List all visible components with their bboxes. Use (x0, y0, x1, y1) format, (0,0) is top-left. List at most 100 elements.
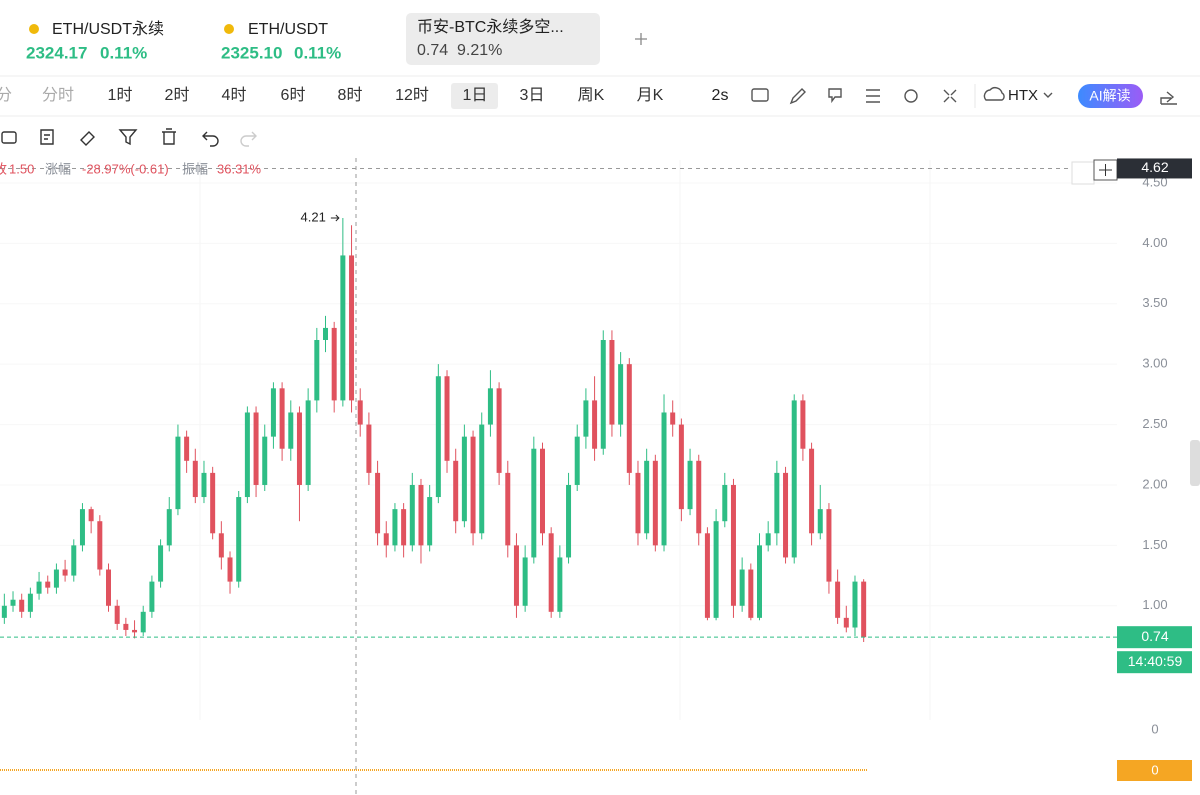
candle-body (375, 472, 381, 534)
candle-body (62, 569, 68, 576)
candle-body (722, 484, 728, 522)
candle-body (531, 448, 537, 558)
candle-body (114, 605, 120, 624)
timeframe[interactable]: 8时 (338, 86, 363, 104)
candle-body (566, 484, 572, 558)
note-icon[interactable] (828, 88, 842, 104)
tab[interactable]: ETH/USDT永续 2324.17 0.11% (26, 20, 164, 62)
delete-icon[interactable] (162, 128, 176, 145)
candle-body (427, 497, 433, 546)
candle-body (192, 460, 198, 498)
drawing-tools (1, 128, 257, 147)
timeframe[interactable]: 2时 (165, 86, 190, 104)
candle-body (496, 388, 502, 473)
refresh-rate[interactable]: 2s (712, 87, 729, 104)
tab-name: 币安-BTC永续多空... (417, 18, 564, 36)
filter-icon[interactable] (118, 129, 138, 146)
candle-body (106, 569, 111, 606)
candle-body (444, 376, 450, 461)
crosshair-price-box (1117, 158, 1192, 179)
timeframe[interactable]: 12时 (395, 86, 429, 104)
timeframe[interactable]: 6时 (281, 86, 306, 104)
toolbar-icons (751, 84, 1177, 108)
list-icon[interactable] (866, 89, 880, 103)
side-handle[interactable] (1190, 440, 1200, 486)
ai-button[interactable] (1078, 84, 1143, 108)
candle-body (253, 412, 259, 485)
candle-body (45, 581, 51, 588)
settings-icon[interactable] (904, 89, 918, 103)
candle-body (592, 400, 598, 449)
high-arrow (330, 214, 340, 222)
candle-body (149, 581, 155, 612)
timeframe-bar: 分 分时 1时 2时 4时 6时 8时 12时 1日 3日 周K 月K (0, 83, 664, 109)
candle-body (288, 412, 294, 449)
candle-body (652, 460, 658, 546)
tab[interactable]: ETH/USDT 2325.10 0.11% (221, 21, 341, 62)
edit-icon[interactable] (40, 129, 54, 145)
candle-body (609, 340, 615, 425)
candle-body (800, 400, 806, 449)
candle-body (366, 424, 372, 473)
timeframe[interactable]: 3日 (520, 87, 545, 104)
candle-body (696, 460, 702, 534)
fullscreen-icon[interactable] (943, 89, 957, 103)
candle-body (1, 605, 7, 618)
candle-body (791, 400, 797, 558)
tab-active[interactable]: 币安-BTC永续多空... 0.74 9.21% (406, 13, 600, 65)
candle-body (218, 533, 224, 558)
countdown-box (1117, 651, 1192, 674)
plus-icon (1099, 164, 1112, 176)
candle-body (262, 436, 268, 485)
camera-icon[interactable] (751, 88, 769, 102)
candle-body (513, 545, 519, 606)
redo-icon[interactable] (240, 131, 257, 147)
last-price-box (1117, 626, 1192, 649)
draw-icon[interactable] (789, 88, 806, 105)
timeframe[interactable]: 1时 (108, 86, 133, 104)
candle-body (739, 569, 745, 606)
candle-body (635, 472, 641, 534)
candle-body (557, 557, 563, 612)
candle-body (757, 545, 762, 618)
info-bar: 收 1.50 涨幅 -28.97%(-0.61) 振幅 36.31% (0, 161, 262, 176)
candle-body (678, 424, 684, 510)
candle-body (323, 327, 328, 340)
timeframe[interactable]: 1日 (463, 87, 488, 104)
add-tab[interactable] (635, 33, 647, 45)
y-tick-label: 2.00 (1142, 476, 1167, 491)
timeframe[interactable]: 月K (637, 87, 664, 104)
expand-button[interactable] (1071, 161, 1095, 185)
y-tick-label: 1.00 (1142, 597, 1167, 612)
y-tick-label: 4.00 (1142, 235, 1167, 250)
candle-body (817, 509, 823, 534)
magnet-icon[interactable] (80, 131, 95, 146)
undo-icon[interactable] (202, 131, 219, 147)
tab-change: 0.11% (294, 43, 341, 62)
timeframe[interactable]: 分时 (42, 86, 74, 104)
info-value: -28.97%(-0.61) (82, 161, 169, 176)
high-label: 4.21 (301, 209, 326, 224)
ai-label[interactable]: AI解读 (1089, 88, 1130, 104)
candle-body (618, 364, 624, 425)
tab-price: 0.74 (417, 42, 448, 59)
share-icon[interactable] (1160, 91, 1177, 105)
candle-body (461, 436, 467, 522)
candle-body (783, 472, 789, 558)
timeframe[interactable]: 周K (578, 87, 605, 104)
candle-body (730, 484, 736, 606)
candle-body (71, 545, 77, 576)
info-label: 收 (0, 161, 7, 176)
timeframe[interactable]: 4时 (222, 86, 247, 104)
candle-body (644, 460, 650, 534)
lock-icon[interactable] (1, 131, 17, 144)
exchange[interactable]: HTX (1008, 87, 1038, 104)
tab-change: 0.11% (100, 43, 147, 62)
timeframe[interactable]: 分 (0, 86, 12, 104)
candle-body (470, 436, 476, 534)
candle-body (53, 569, 59, 588)
candle-body (626, 364, 632, 473)
candle-body (392, 509, 398, 546)
candle-body (505, 472, 511, 546)
dropdown-icon[interactable] (1043, 92, 1053, 98)
